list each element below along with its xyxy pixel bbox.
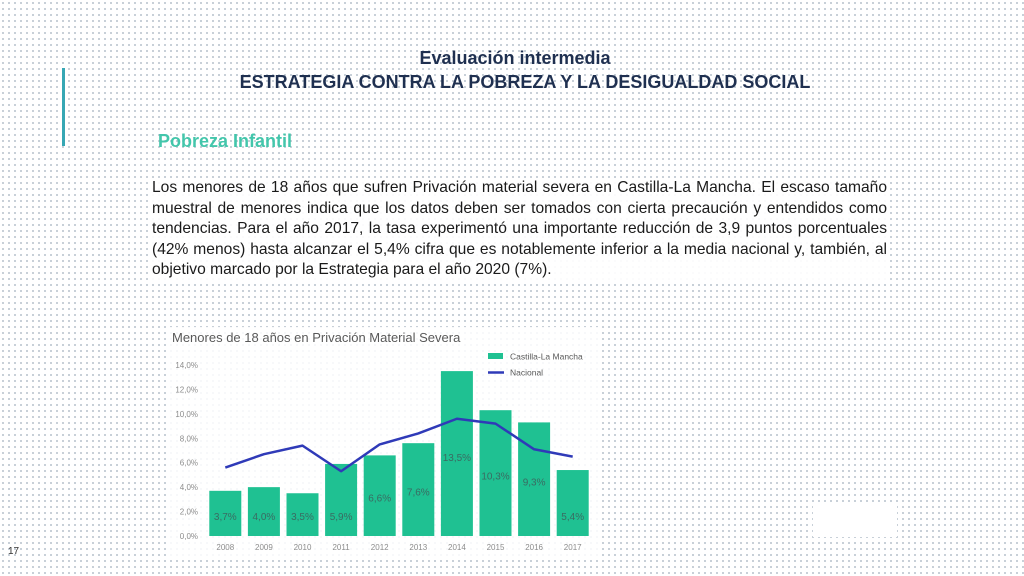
bar: [402, 443, 435, 536]
bar: [247, 487, 280, 536]
body-paragraph: Los menores de 18 años que sufren Privac…: [152, 178, 887, 281]
bar: [440, 371, 473, 536]
data-labels: 3,7% 4,0% 3,5% 5,9% 6,6% 7,6% 13,5% 10,3% 9,3% 5,…: [214, 453, 584, 523]
legend-swatch-castilla: [488, 353, 503, 359]
chart-title: Menores de 18 años en Privación Material…: [172, 330, 461, 345]
data-label: 5,4%: [561, 512, 584, 523]
x-tick-label: 2010: [294, 543, 312, 552]
title-line-1: Evaluación intermedia: [419, 48, 611, 68]
x-tick-label: 2014: [448, 543, 466, 552]
bar: [325, 463, 358, 536]
x-tick-label: 2009: [255, 543, 273, 552]
legend-label-castilla: Castilla-La Mancha: [510, 352, 583, 362]
accent-bar: [62, 68, 65, 146]
y-tick-label: 10,0%: [175, 410, 198, 419]
section-title: Pobreza Infantil: [158, 131, 293, 151]
data-label: 3,5%: [291, 512, 314, 523]
legend: Castilla-La Mancha Nacional: [488, 352, 583, 378]
bar: [209, 490, 242, 536]
y-tick-label: 6,0%: [180, 459, 198, 468]
line-series: [224, 417, 573, 473]
y-tick-label: 0,0%: [180, 532, 198, 541]
x-tick-label: 2008: [216, 543, 234, 552]
bar: [363, 455, 396, 536]
y-axis: 0,0% 2,0% 4,0% 6,0% 8,0% 10,0% 12,0% 14,0%: [175, 361, 198, 541]
bar: [556, 470, 589, 536]
x-tick-label: 2013: [409, 543, 427, 552]
y-tick-label: 4,0%: [180, 483, 198, 492]
y-tick-label: 8,0%: [180, 434, 198, 443]
x-tick-label: 2016: [525, 543, 543, 552]
blank-box: [813, 506, 897, 537]
x-tick-label: 2015: [487, 543, 505, 552]
data-label: 7,6%: [407, 487, 430, 498]
bar-series: [209, 371, 589, 536]
data-label: 6,6%: [368, 493, 391, 504]
data-label: 3,7%: [214, 512, 237, 523]
data-label: 13,5%: [443, 453, 471, 464]
y-tick-label: 14,0%: [175, 361, 198, 370]
title-line-2: ESTRATEGIA CONTRA LA POBREZA Y LA DESIGU…: [239, 72, 811, 92]
y-tick-label: 12,0%: [175, 385, 198, 394]
data-label: 4,0%: [253, 512, 276, 523]
data-label: 10,3%: [481, 472, 509, 483]
data-label: 5,9%: [330, 512, 353, 523]
page-number: 17: [8, 546, 20, 557]
y-tick-label: 2,0%: [180, 508, 198, 517]
line-nacional: [224, 417, 573, 473]
x-tick-label: 2011: [332, 543, 350, 552]
bar: [286, 493, 319, 536]
x-tick-label: 2012: [371, 543, 389, 552]
x-tick-label: 2017: [564, 543, 582, 552]
legend-label-nacional: Nacional: [510, 368, 543, 378]
data-label: 9,3%: [523, 477, 546, 488]
x-axis: 2008 2009 2010 2011 2012 2013 2014 2015 2016 2017: [216, 543, 582, 552]
